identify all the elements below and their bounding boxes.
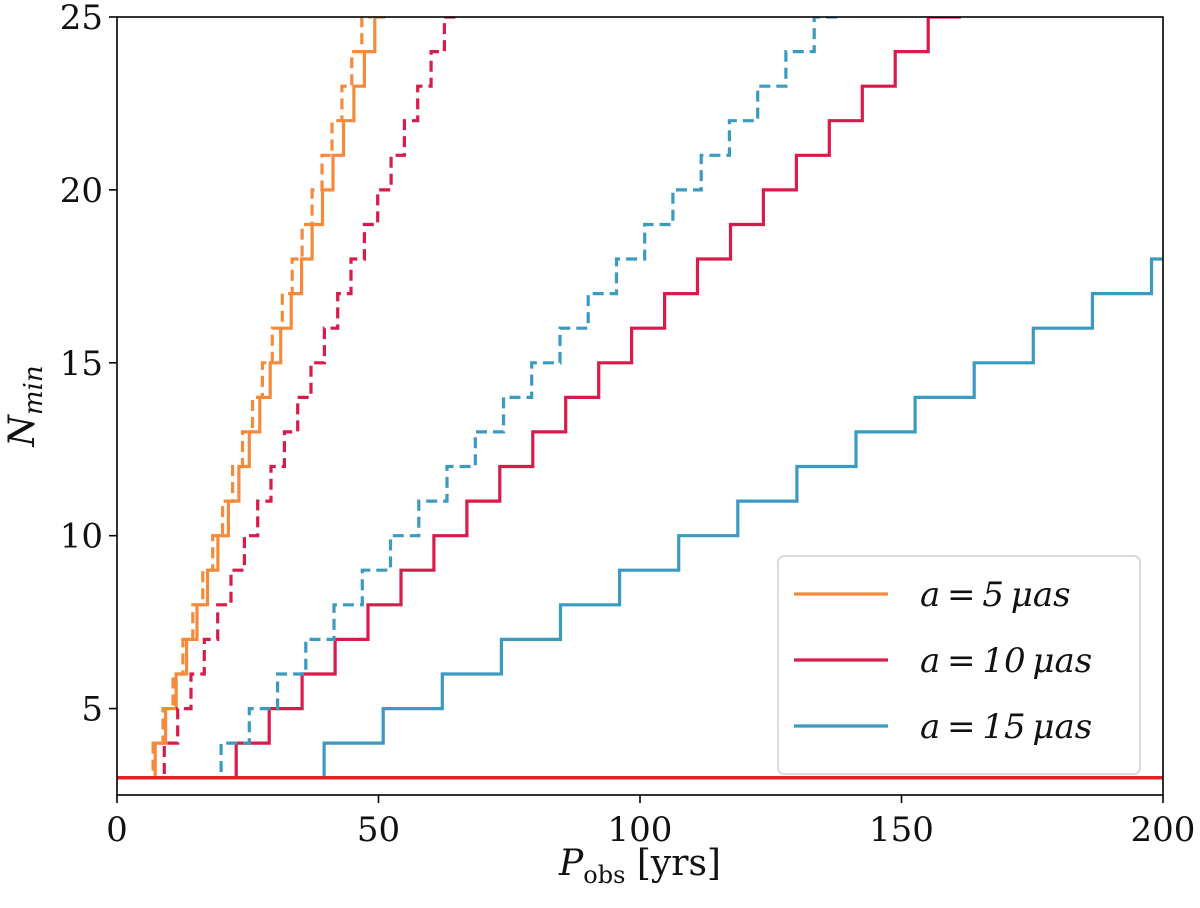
x-tick-label: 0 [106,810,128,850]
x-tick-label: 50 [357,810,400,850]
series-line-3 [203,17,962,780]
legend-box [777,555,1141,775]
series-line-6 [192,17,843,780]
y-axis-label: Nmin [2,365,49,447]
legend-label: a = 15 μas [920,707,1092,747]
legend-label: a = 10 μas [920,641,1092,681]
x-tick-label: 150 [869,810,934,850]
y-tick-label: 5 [81,690,103,730]
legend: a = 5 μas a = 10 μas a = 15 μas [777,555,1141,775]
x-axis-label: Pobs [yrs] [558,843,721,889]
legend-label: a = 5 μas [920,575,1071,615]
y-tick-label: 20 [60,171,103,211]
x-tick-label: 100 [608,810,673,850]
axes: 0 50 100 150 200 5 10 15 20 25 Pobs [yrs] Nmin [2,0,1195,889]
y-tick-label: 25 [60,0,103,38]
series-line-5 [265,257,1163,780]
plot-area [117,17,1163,780]
y-tick-label: 15 [60,344,103,384]
y-tick-label: 10 [60,517,103,557]
x-tick-label: 200 [1131,810,1196,850]
series-line-4 [151,17,458,780]
series-line-1 [144,17,386,780]
series-line-2 [143,17,372,780]
